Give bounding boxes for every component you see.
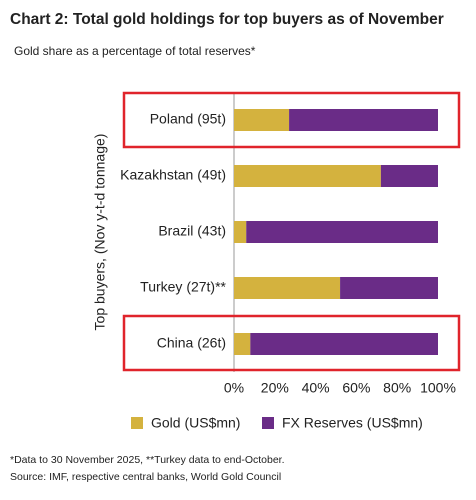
bar-segment <box>250 333 438 355</box>
category-label: Turkey (27t)** <box>140 279 226 295</box>
legend-swatch <box>131 417 143 429</box>
legend-label: FX Reserves (US$mn) <box>282 415 423 431</box>
x-tick-label: 0% <box>224 380 244 396</box>
bar-segment <box>234 333 251 355</box>
footnote: *Data to 30 November 2025, **Turkey data… <box>10 454 285 466</box>
category-label: Kazakhstan (49t) <box>120 167 226 183</box>
x-tick-label: 100% <box>420 380 456 396</box>
x-tick-label: 20% <box>261 380 289 396</box>
category-label: Brazil (43t) <box>158 223 226 239</box>
highlight-box <box>122 91 461 149</box>
bar-segment <box>234 109 290 131</box>
highlight-box <box>122 314 461 372</box>
bar-segment <box>380 165 438 187</box>
y-axis-title: Top buyers, (Nov y-t-d tonnage) <box>92 134 108 331</box>
bar-segment <box>234 221 247 243</box>
bar-segment <box>234 277 341 299</box>
legend-label: Gold (US$mn) <box>151 415 240 431</box>
legend-swatch <box>262 417 274 429</box>
x-tick-label: 40% <box>302 380 330 396</box>
x-tick-label: 80% <box>383 380 411 396</box>
bar-segment <box>289 109 438 131</box>
chart-subtitle: Gold share as a percentage of total rese… <box>14 44 256 58</box>
category-label: China (26t) <box>157 335 226 351</box>
bar-segment <box>234 165 381 187</box>
source: Source: IMF, respective central banks, W… <box>10 471 281 483</box>
bar-segment <box>246 221 438 243</box>
chart-title: Chart 2: Total gold holdings for top buy… <box>10 11 444 28</box>
category-label: Poland (95t) <box>150 111 226 127</box>
x-tick-label: 60% <box>342 380 370 396</box>
bar-segment <box>340 277 438 299</box>
